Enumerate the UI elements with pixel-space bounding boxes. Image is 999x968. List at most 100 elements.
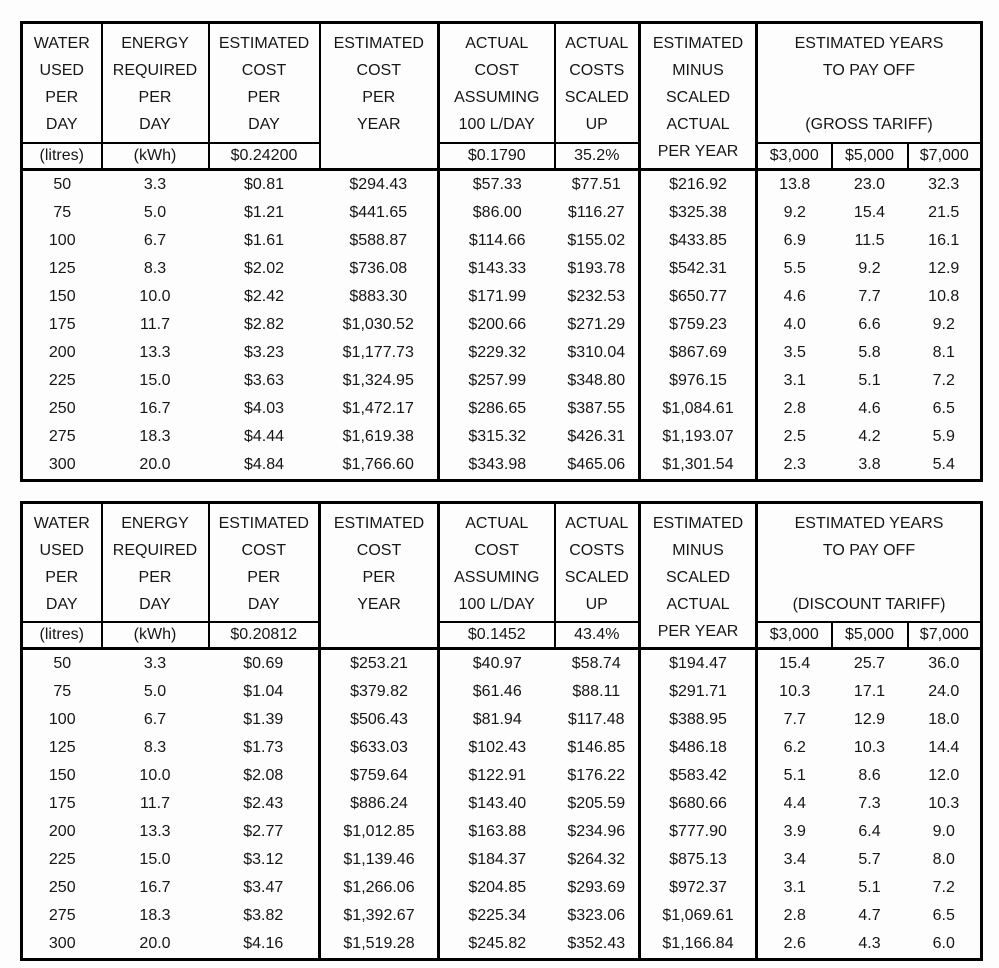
table-body: 50 3.3 $0.69 $253.21 $40.97 $58.74 $194.47 15.4… — [21, 647, 982, 960]
cell-actual-costs-scaled-up: $205.59 — [567, 795, 626, 812]
subheader-water-unit: (litres) — [20, 621, 103, 650]
cell-payoff-7000: 8.0 — [932, 851, 955, 868]
cell-estimated-minus-scaled-actual: $388.95 — [638, 706, 757, 734]
cell-energy-required: 20.0 — [139, 455, 171, 473]
cell-estimated-cost-per-day: $3.23 — [243, 343, 285, 361]
cell-actual-costs-scaled-up: $352.43 — [567, 935, 626, 952]
cell-energy-required: 15.0 — [139, 371, 171, 389]
table-row: 50 3.3 $0.69 $253.21 $40.97 $58.74 $194.47 15.4… — [21, 647, 982, 678]
cell-estimated-cost-per-day: $0.81 — [208, 167, 320, 199]
cell-actual-costs-scaled-up: $232.53 — [567, 287, 626, 305]
cell-actual-costs-scaled-up: $348.80 — [567, 371, 626, 389]
cell-payoff-7000: 6.0 — [932, 935, 955, 952]
cell-estimated-cost-per-year: $736.08 — [349, 259, 408, 277]
cell-water-used: 250 — [48, 399, 76, 417]
table-row: 250 16.7 $3.47 $1,266.06 $204.85 $293.69 $972.… — [22, 874, 982, 902]
header-water-used: WATER USED PER DAY — [20, 501, 103, 623]
cell-estimated-cost-per-day: $1.61 — [243, 231, 285, 249]
cell-actual-costs-scaled-up: $155.02 — [567, 231, 626, 249]
cell-payoff-7000: 36.0 — [907, 647, 982, 678]
cell-energy-required: 20.0 — [139, 935, 171, 952]
cell-water-used: 275 — [48, 907, 76, 924]
cell-actual-cost-100l-day: $245.82 — [437, 930, 555, 960]
cell-energy-required: 6.7 — [143, 711, 167, 728]
table-row: 225 15.0 $3.63 $1,324.95 $257.99 $348.80 $976.… — [22, 366, 982, 395]
subheader-scale-percent: 43.4% — [553, 621, 641, 650]
cell-estimated-minus-scaled-actual: $972.37 — [638, 874, 757, 902]
cell-water-used: 300 — [48, 935, 76, 952]
cell-water-used: 50 — [21, 167, 102, 199]
cell-payoff-5000: 6.4 — [858, 823, 881, 840]
cell-estimated-cost-per-day: $0.69 — [208, 647, 320, 678]
cell-water-used: 75 — [53, 683, 72, 700]
cell-water-used: 75 — [53, 203, 72, 221]
table-row: 75 5.0 $1.21 $441.65 $86.00 $116.27 $325.38 9.2… — [22, 198, 982, 227]
cell-energy-required: 16.7 — [139, 879, 171, 896]
subheader-payoff-5000: $5,000 — [830, 621, 909, 650]
cell-actual-costs-scaled-up: $264.32 — [567, 851, 626, 868]
table-row: 225 15.0 $3.12 $1,139.46 $184.37 $264.32 $875.… — [22, 846, 982, 874]
cell-actual-costs-scaled-up: $465.06 — [567, 455, 626, 473]
cell-payoff-3000: 3.4 — [755, 846, 832, 874]
cell-actual-cost-100l-day: $204.85 — [437, 874, 555, 902]
cell-water-used: 150 — [48, 287, 76, 305]
cell-payoff-7000: 9.0 — [932, 823, 955, 840]
cell-payoff-7000: 6.5 — [932, 399, 955, 417]
cell-energy-required: 16.7 — [139, 399, 171, 417]
table-row: 275 18.3 $4.44 $1,619.38 $315.32 $426.31 $1,19… — [22, 422, 982, 451]
cell-water-used: 175 — [48, 315, 76, 333]
cell-estimated-minus-scaled-actual: $1,193.07 — [638, 422, 757, 451]
cell-water-used: 275 — [48, 427, 76, 445]
cell-actual-costs-scaled-up: $323.06 — [567, 907, 626, 924]
subheader-water-unit: (litres) — [20, 141, 103, 170]
cell-estimated-cost-per-year: $886.24 — [318, 790, 439, 818]
cell-water-used: 150 — [48, 767, 76, 784]
cell-payoff-3000: 5.1 — [755, 762, 832, 790]
cell-energy-required: 18.3 — [139, 907, 171, 924]
cell-estimated-cost-per-day: $1.21 — [243, 203, 285, 221]
cell-estimated-minus-scaled-actual: $1,166.84 — [638, 930, 757, 960]
cell-payoff-5000: 11.5 — [854, 231, 885, 249]
cell-estimated-minus-scaled-actual: $680.66 — [638, 790, 757, 818]
cell-payoff-3000: 2.6 — [755, 930, 832, 960]
cell-estimated-minus-scaled-actual: $1,301.54 — [638, 450, 757, 480]
cell-energy-required: 18.3 — [139, 427, 171, 445]
cell-estimated-cost-per-year: $633.03 — [318, 734, 439, 762]
cell-actual-cost-100l-day: $200.66 — [437, 310, 555, 339]
cell-estimated-minus-scaled-actual: $583.42 — [638, 762, 757, 790]
cell-payoff-3000: 3.9 — [755, 818, 832, 846]
cell-actual-cost-100l-day: $184.37 — [437, 846, 555, 874]
header-water-used: WATER USED PER DAY — [20, 21, 103, 144]
header-actual-cost-100l-day: ACTUAL COST ASSUMING 100 L/DAY — [437, 21, 556, 144]
cell-estimated-cost-per-day: $1.04 — [243, 683, 284, 700]
header-row-sub: (litres) (kWh) $0.24200 $0.1790 35.2% $3… — [20, 141, 983, 170]
cell-payoff-3000: 2.8 — [755, 902, 832, 930]
header-payoff-title: ESTIMATED YEARS TO PAY OFF (GROSS TARIFF… — [755, 21, 983, 144]
cell-payoff-3000: 5.5 — [755, 254, 832, 283]
cell-actual-cost-100l-day: $40.97 — [437, 647, 555, 678]
cell-actual-costs-scaled-up: $271.29 — [567, 315, 626, 333]
cell-estimated-cost-per-day: $2.02 — [243, 259, 285, 277]
cell-actual-cost-100l-day: $86.00 — [437, 198, 555, 227]
cell-estimated-minus-scaled-actual: $216.92 — [638, 167, 757, 199]
table-row: 150 10.0 $2.42 $883.30 $171.99 $232.53 $650.77… — [22, 282, 982, 311]
cell-payoff-7000: 21.5 — [928, 203, 960, 221]
table-row: 75 5.0 $1.04 $379.82 $61.46 $88.11 $291.71 10.3… — [22, 678, 982, 706]
header-payoff-title: ESTIMATED YEARS TO PAY OFF (DISCOUNT TAR… — [754, 501, 983, 623]
cell-payoff-7000: 16.1 — [928, 231, 960, 249]
header-energy-required: ENERGY REQUIRED PER DAY — [100, 501, 210, 623]
cell-payoff-5000: 10.3 — [853, 739, 886, 756]
cell-water-used: 175 — [48, 795, 76, 812]
header-actual-costs-scaled-up: ACTUAL COSTS SCALED UP — [553, 501, 641, 623]
cell-payoff-3000: 2.8 — [755, 394, 832, 423]
cell-payoff-5000: 5.7 — [858, 851, 881, 868]
cell-energy-required: 10.0 — [139, 287, 171, 305]
cell-estimated-minus-scaled-actual: $976.15 — [638, 366, 757, 395]
cell-payoff-5000: 5.8 — [858, 343, 881, 361]
table-row: 300 20.0 $4.16 $1,519.28 $245.82 $352.43 $1,16… — [22, 930, 982, 960]
cell-water-used: 225 — [48, 371, 76, 389]
cell-water-used: 125 — [48, 259, 76, 277]
cell-actual-costs-scaled-up: $116.27 — [567, 203, 625, 221]
cell-energy-required: 5.0 — [143, 683, 167, 700]
cell-estimated-cost-per-year: $1,392.67 — [318, 902, 439, 930]
